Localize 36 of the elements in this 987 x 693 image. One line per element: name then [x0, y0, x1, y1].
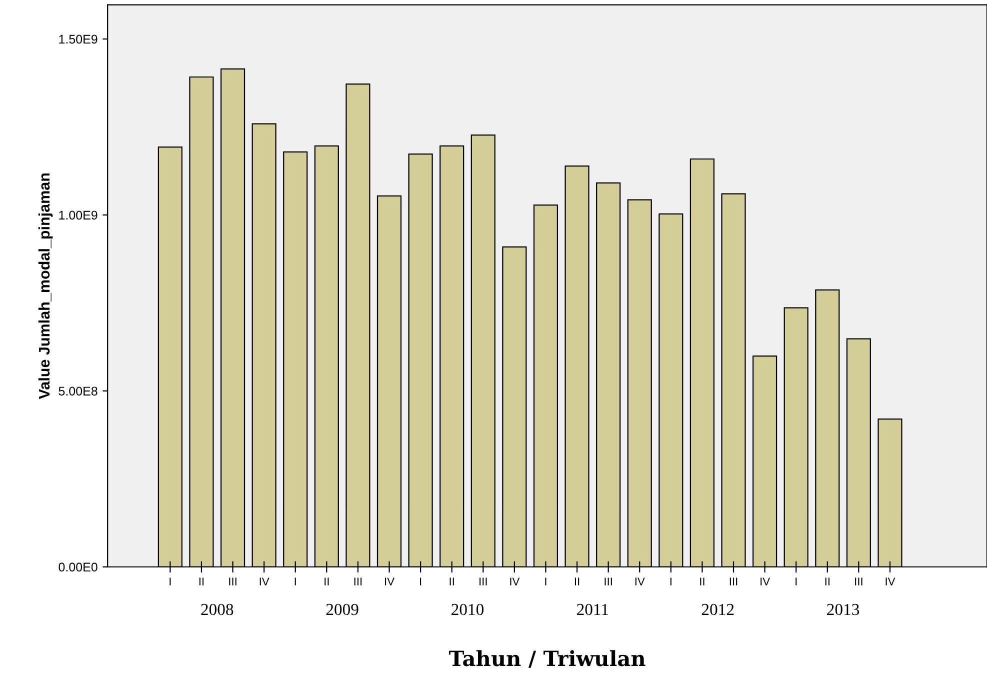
x-tick-label: III: [480, 578, 487, 586]
x-tick-label: I: [294, 578, 296, 586]
y-tick-label: 0.00E0: [58, 562, 98, 572]
x-tick-label: III: [354, 578, 362, 586]
text: 2010: [452, 604, 484, 616]
x-tick-label: II: [324, 578, 329, 586]
x-tick-label: IV: [760, 578, 770, 586]
x-tick-label: I: [796, 578, 797, 586]
x-tick-label: III: [730, 578, 738, 586]
x-tick-label: IV: [260, 578, 270, 586]
text: 2009: [326, 604, 358, 616]
x-tick-label: II: [199, 578, 204, 586]
text: 2012: [702, 604, 734, 616]
y-tick-label: 1.00E9: [59, 210, 98, 220]
x-tick-label: I: [420, 578, 422, 586]
y-axis-title: Value Jumlah_modal_pinjaman: [38, 173, 53, 400]
x-tick-label: IV: [510, 578, 520, 586]
x-tick-label: II: [825, 578, 830, 586]
x-tick-label: III: [604, 578, 612, 586]
x-tick-label: I: [545, 578, 546, 586]
y-tick-label: 5.00E8: [58, 386, 98, 396]
x-tick-label: III: [855, 578, 862, 586]
x-tick-label: II: [450, 578, 454, 586]
x-tick-label: II: [700, 578, 704, 586]
x-tick-label: III: [229, 578, 236, 586]
x-tick-label: I: [670, 578, 672, 586]
text: 2013: [827, 604, 860, 616]
text: 2008: [201, 604, 234, 616]
x-tick-label: I: [170, 578, 171, 586]
x-tick-label: IV: [635, 578, 645, 586]
y-tick-label: 1.50E9: [59, 34, 98, 44]
x-tick-label: II: [574, 578, 580, 586]
x-tick-label: IV: [385, 578, 394, 586]
x-tick-label: IV: [886, 578, 896, 586]
x-axis-title: Tahun / Triwulan: [448, 650, 646, 668]
text: 2011: [577, 604, 608, 616]
